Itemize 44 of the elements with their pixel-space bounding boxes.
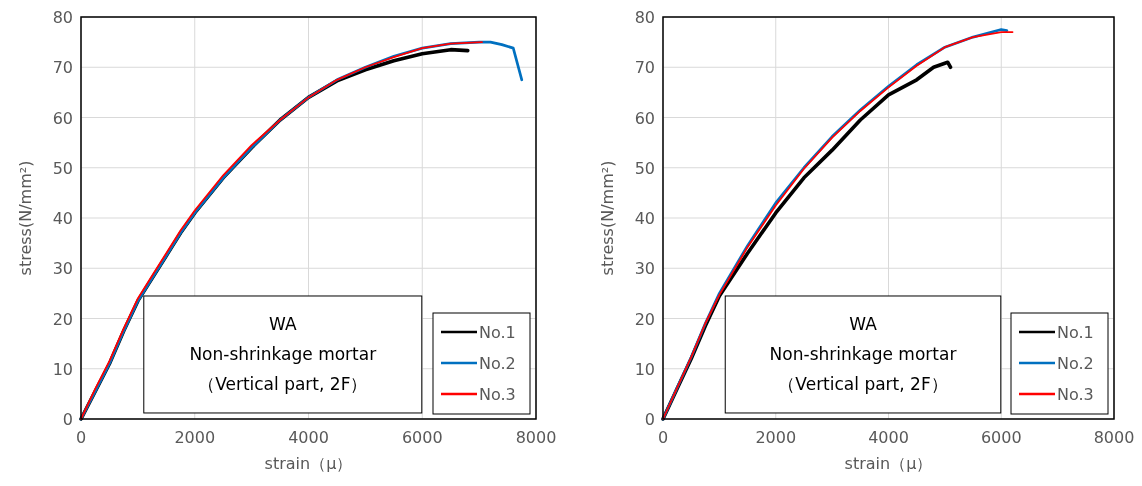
- legend-label: No.2: [1057, 354, 1094, 373]
- x-tick-label: 4000: [288, 428, 329, 447]
- legend-label: No.2: [479, 354, 516, 373]
- legend-label: No.3: [479, 385, 516, 404]
- annotation: （Vertical part, 2F）: [198, 373, 368, 394]
- y-tick-label: 60: [52, 108, 73, 128]
- annotation: WA: [849, 313, 878, 334]
- annotation: （Vertical part, 2F）: [778, 373, 948, 394]
- y-tick-label: 80: [634, 8, 655, 27]
- annotation: WA: [269, 313, 297, 334]
- annotation: Non-shrinkage mortar: [769, 343, 957, 364]
- y-tick-label: 0: [62, 410, 73, 429]
- y-tick-label: 30: [634, 259, 655, 279]
- x-tick-label: 6000: [980, 428, 1022, 447]
- y-tick-label: 70: [52, 58, 73, 78]
- annotation: Non-shrinkage mortar: [189, 343, 377, 364]
- legend-label: No.3: [1057, 385, 1094, 404]
- legend-label: No.1: [479, 323, 516, 342]
- y-tick-label: 40: [52, 209, 73, 228]
- x-axis-title: strain（μ）: [844, 454, 933, 473]
- y-tick-label: 10: [634, 359, 655, 379]
- y-tick-label: 60: [634, 108, 655, 128]
- legend-label: No.1: [1057, 323, 1094, 342]
- x-tick-label: 4000: [868, 428, 909, 447]
- y-tick-label: 30: [52, 259, 73, 279]
- x-tick-label: 2000: [755, 428, 797, 447]
- x-tick-label: 8000: [515, 428, 557, 447]
- x-tick-label: 0: [657, 428, 669, 447]
- y-tick-label: 50: [634, 158, 655, 178]
- y-tick-label: 80: [52, 8, 73, 27]
- y-axis-title: stress(N/mm²): [598, 160, 617, 276]
- y-tick-label: 50: [52, 158, 73, 178]
- y-axis-title: stress(N/mm²): [16, 160, 35, 276]
- x-axis-title: strain（μ）: [264, 454, 353, 473]
- x-tick-label: 6000: [401, 428, 443, 447]
- y-tick-label: 20: [52, 309, 73, 329]
- x-tick-label: 8000: [1093, 428, 1135, 447]
- y-tick-label: 20: [634, 309, 655, 329]
- y-tick-label: 10: [52, 359, 73, 379]
- y-tick-label: 40: [634, 209, 655, 228]
- y-tick-label: 70: [634, 58, 655, 78]
- y-tick-label: 0: [644, 410, 655, 429]
- x-tick-label: 0: [75, 428, 87, 447]
- x-tick-label: 2000: [174, 428, 216, 447]
